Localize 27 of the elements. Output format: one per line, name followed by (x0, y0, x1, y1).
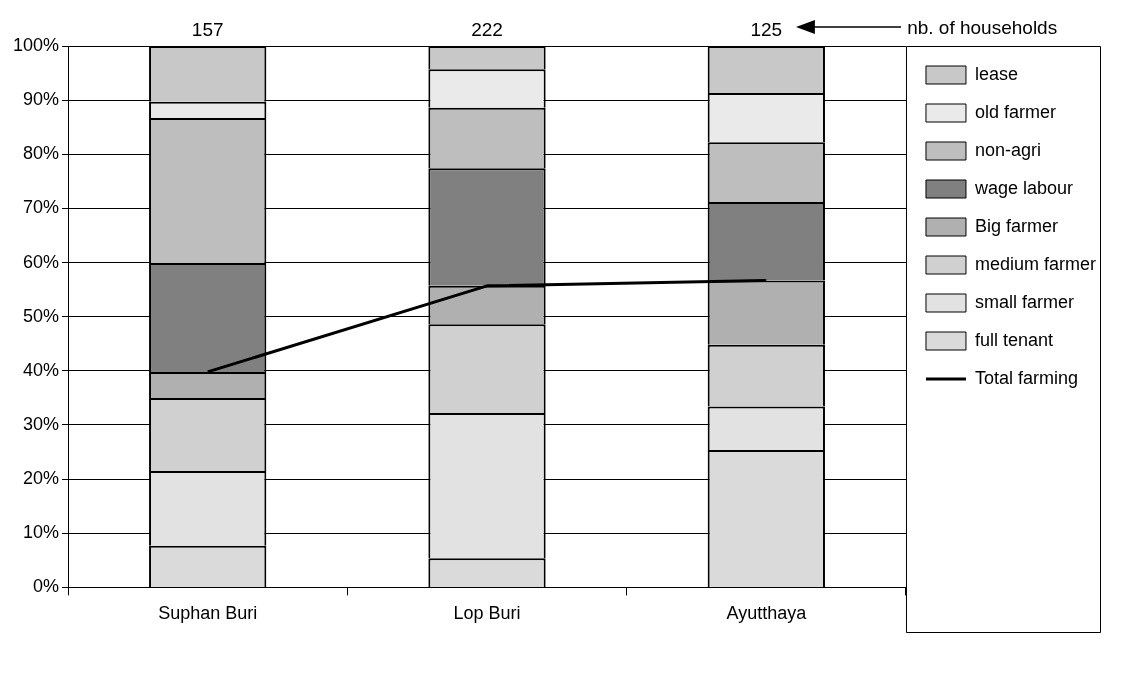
y-tick-label: 10% (23, 522, 60, 543)
x-tick-label: Ayutthaya (726, 603, 808, 624)
y-tick-label: 90% (23, 89, 60, 110)
text: 157 (191, 18, 224, 40)
x-tick-label: Suphan Buri (158, 603, 258, 624)
legend-label: non-agri (974, 139, 1042, 160)
text: nb. of households (907, 16, 1058, 38)
y-tick-label: 30% (23, 413, 60, 434)
y-tick-label: 100% (12, 34, 60, 55)
y-tick-label: 0% (33, 576, 60, 597)
legend-label: Total farming (974, 367, 1079, 388)
text: 222 (471, 18, 503, 40)
legend-label: wage labour (973, 177, 1074, 198)
legend-label: full tenant (974, 329, 1054, 350)
y-tick-label: 60% (23, 251, 60, 272)
y-tick-label: 80% (23, 143, 60, 164)
legend-label: medium farmer (974, 253, 1097, 274)
x-tick-label: Lop Buri (453, 603, 521, 624)
legend-label: small farmer (974, 291, 1074, 312)
y-tick-label: 50% (23, 305, 60, 326)
y-tick-label: 70% (23, 197, 60, 218)
y-tick-label: 40% (23, 359, 60, 380)
y-tick-label: 20% (23, 468, 60, 489)
legend-label: lease (974, 63, 1019, 84)
text: 125 (750, 18, 783, 40)
legend-label: old farmer (974, 101, 1057, 122)
legend-label: Big farmer (974, 215, 1059, 236)
